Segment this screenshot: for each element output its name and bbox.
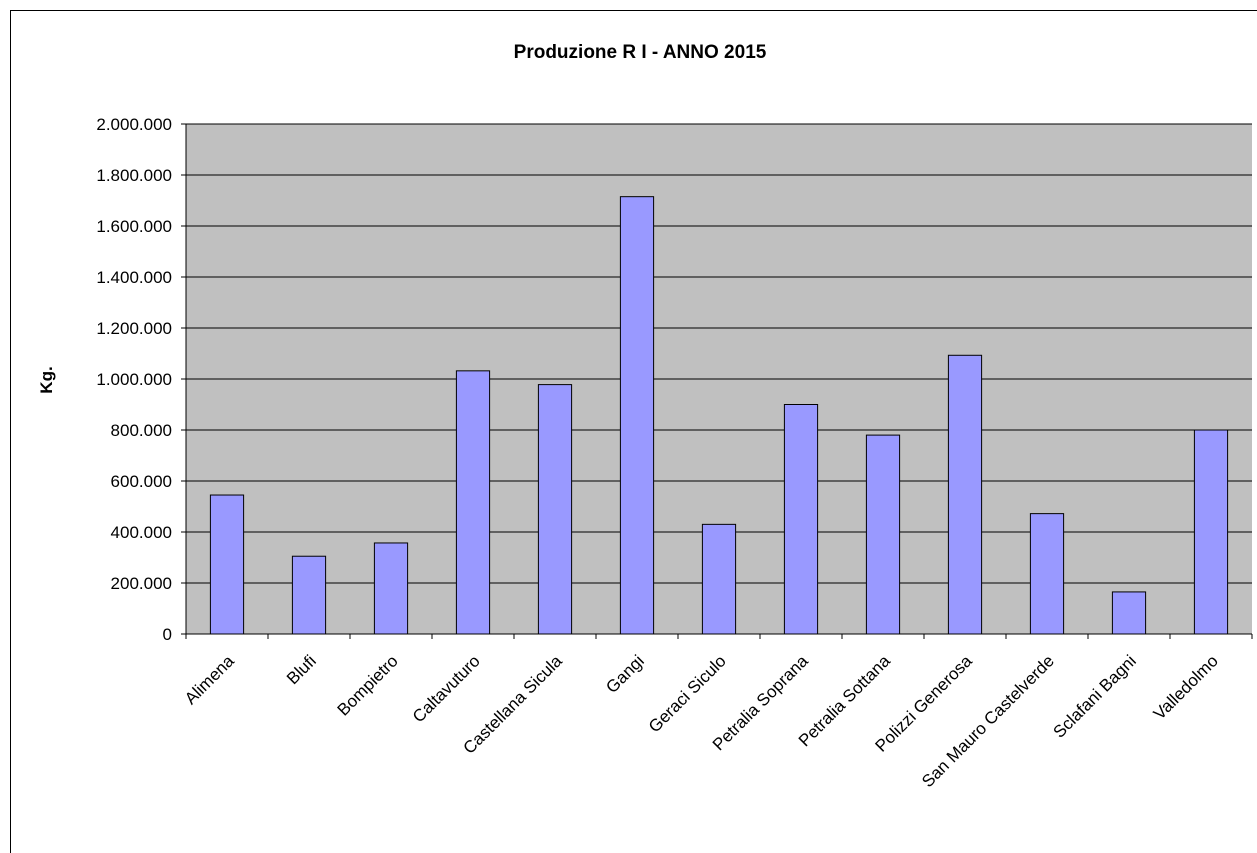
x-tick-label: Caltavuturo: [409, 651, 484, 726]
x-tick-label: Blufi: [283, 651, 320, 688]
bar: [865, 434, 901, 635]
bar: [455, 370, 491, 635]
x-tick-label: Bompietro: [334, 651, 402, 719]
bars: [209, 196, 1229, 635]
x-tick-label: Valledolmo: [1150, 651, 1222, 723]
y-tick-label: 2.000.000: [96, 115, 172, 134]
bar: [783, 404, 819, 635]
y-tick-label: 600.000: [111, 472, 172, 491]
bar: [701, 523, 737, 635]
y-tick-label: 1.200.000: [96, 319, 172, 338]
y-tick-label: 1.600.000: [96, 217, 172, 236]
bar: [209, 494, 245, 635]
x-tick-label: Sclafani Bagni: [1050, 651, 1140, 741]
x-tick-label: Geraci Siculo: [645, 651, 730, 736]
x-tick-label: San Mauro Castelverde: [918, 651, 1058, 791]
bar: [537, 384, 573, 635]
y-tick-label: 1.400.000: [96, 268, 172, 287]
y-tick-label: 0: [163, 625, 172, 644]
bar: [373, 542, 409, 635]
bar: [1111, 591, 1147, 635]
y-tick-label: 1.000.000: [96, 370, 172, 389]
bar: [1193, 429, 1229, 635]
axes: [181, 123, 1253, 639]
y-tick-label: 200.000: [111, 574, 172, 593]
bar: [947, 354, 983, 635]
bar: [1029, 513, 1065, 635]
y-tick-labels: 0 200.000 400.000 600.000 800.000 1.000.000 1.…: [96, 115, 172, 644]
y-tick-label: 800.000: [111, 421, 172, 440]
x-tick-label: Gangi: [602, 651, 648, 697]
chart-title: Produzione R I - ANNO 2015: [514, 42, 767, 63]
bar: [619, 196, 655, 635]
y-tick-label: 400.000: [111, 523, 172, 542]
x-tick-labels: Alimena Blufi Bompietro CaltavuturoCastella…: [181, 651, 1222, 791]
bar: [291, 555, 327, 635]
x-tick-label: Alimena: [181, 651, 238, 708]
y-axis-label: Kg.: [37, 366, 56, 393]
y-tick-label: 1.800.000: [96, 166, 172, 185]
gridlines: [186, 123, 1252, 584]
